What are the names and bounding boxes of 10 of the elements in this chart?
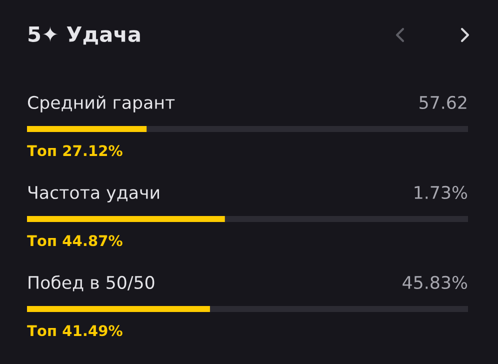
annotation: 45.83% — [402, 276, 468, 290]
chart-title: 5✦ Удача — [28, 26, 140, 45]
annotation: 57.62 — [420, 96, 466, 110]
data-label: Топ 41.49% — [27, 325, 122, 336]
annotation: 1.73% — [414, 186, 468, 200]
data-label: Топ 27.12% — [27, 145, 122, 156]
y-tick-label: Средний гарант — [28, 96, 175, 112]
y-tick-label: Побед в 50/50 — [28, 275, 154, 292]
y-tick-label: Частота удачи — [28, 186, 159, 202]
data-label: Топ 44.87% — [27, 235, 122, 246]
